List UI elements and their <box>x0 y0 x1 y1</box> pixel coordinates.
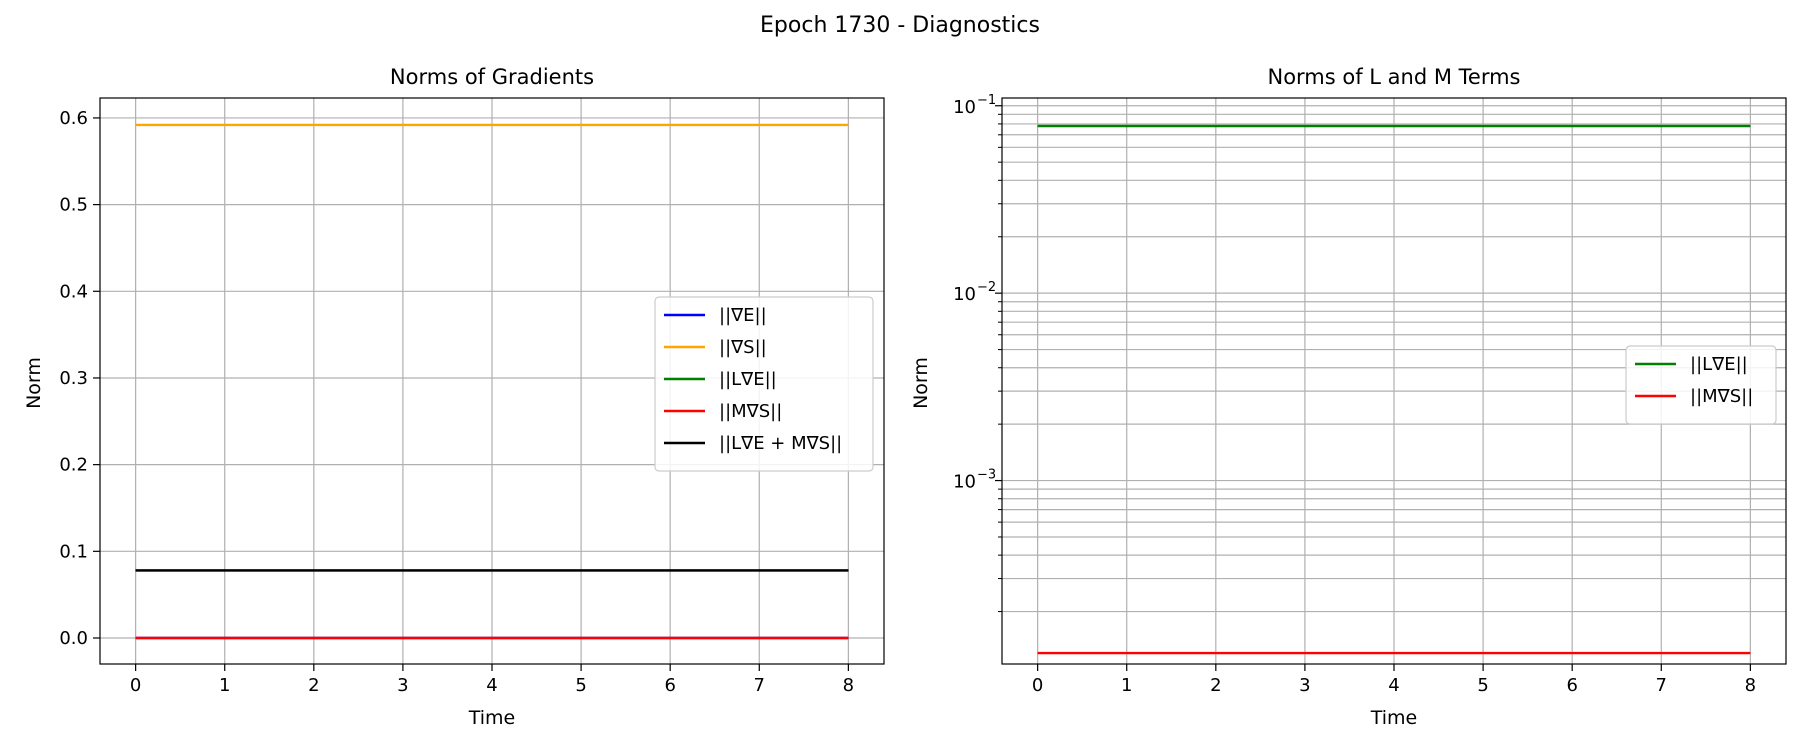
gradients-y-tick-label: 0.3 <box>59 368 88 389</box>
l-m-x-tick-label: 1 <box>1121 675 1132 696</box>
l-m-series <box>1037 124 1751 655</box>
l-m-y-tick-exponent: −3 <box>977 468 996 483</box>
l-m-y-tick-label: 10 <box>953 97 976 118</box>
gradients-x-tick-label: 1 <box>219 675 230 696</box>
l-m-x-tick-label: 5 <box>1477 675 1488 696</box>
l-m-x-tick-label: 2 <box>1210 675 1221 696</box>
gradients-y-tick-label: 0.5 <box>59 195 88 216</box>
l-m-y-tick-exponent: −1 <box>977 93 996 108</box>
gradients-x-tick-label: 2 <box>308 675 319 696</box>
gradients-x-tick-label: 8 <box>843 675 854 696</box>
gradients-legend-label: ||∇S|| <box>719 337 767 358</box>
l-m-x-tick-label: 6 <box>1566 675 1577 696</box>
l-m-legend-label: ||L∇E|| <box>1690 354 1748 375</box>
l-m-y-tick-label: 10 <box>953 472 976 493</box>
figure-title: Epoch 1730 - Diagnostics <box>760 13 1040 38</box>
gradients-x-tick-label: 0 <box>130 675 141 696</box>
gradients-ticks: 0 1 2 3 4 5 6 7 8 0.0 0.1 0.2 0.3 0.4 0.5 0.6 <box>59 108 854 696</box>
gradients-x-tick-label: 7 <box>754 675 765 696</box>
gradients-x-axis-label: Time <box>468 707 516 729</box>
l-m-x-axis-label: Time <box>1370 707 1418 729</box>
l-m-y-tick-exponent: −2 <box>977 280 996 295</box>
gradients-y-tick-label: 0.1 <box>59 541 88 562</box>
l-m-y-tick-label: 10 <box>953 284 976 305</box>
l-m-legend-box <box>1625 345 1777 425</box>
gradients-y-axis-label: Norm <box>23 357 45 409</box>
l-m-x-tick-label: 0 <box>1032 675 1043 696</box>
l-m-x-tick-label: 3 <box>1299 675 1310 696</box>
l-m-y-axis-label: Norm <box>910 357 932 409</box>
l-m-grid <box>1002 98 1786 664</box>
gradients-x-tick-label: 5 <box>575 675 586 696</box>
gradients-y-tick-label: 0.2 <box>59 455 88 476</box>
gradients-legend: ||∇E|| ||∇S|| ||L∇E|| ||M∇S|| ||L∇E + M∇S|| <box>654 296 874 472</box>
gradients-norm-chart: Norms of Gradients 0 1 2 3 4 5 6 7 8 0.0 0.1 0.2 0.3… <box>23 65 885 729</box>
l-m-x-tick-label: 7 <box>1656 675 1667 696</box>
l-m-x-tick-label: 4 <box>1388 675 1399 696</box>
gradients-x-tick-label: 4 <box>486 675 497 696</box>
l-m-chart-title: Norms of L and M Terms <box>1267 65 1520 89</box>
gradients-legend-box <box>654 296 874 472</box>
gradients-y-tick-label: 0.6 <box>59 108 88 129</box>
gradients-chart-title: Norms of Gradients <box>390 65 594 89</box>
gradients-legend-label: ||∇E|| <box>719 305 767 326</box>
gradients-series <box>135 123 849 640</box>
gradients-legend-label: ||L∇E + M∇S|| <box>719 433 842 454</box>
l-m-ticks: 0 1 2 3 4 5 6 7 810−310−210−1 <box>953 93 1756 696</box>
l-m-legend: ||L∇E|| ||M∇S|| <box>1625 345 1777 425</box>
l-m-x-tick-label: 8 <box>1745 675 1756 696</box>
gradients-x-tick-label: 3 <box>397 675 408 696</box>
gradients-y-tick-label: 0.4 <box>59 281 88 302</box>
gradients-legend-label: ||M∇S|| <box>719 401 782 422</box>
gradients-y-tick-label: 0.0 <box>59 628 88 649</box>
l-m-legend-label: ||M∇S|| <box>1690 386 1753 407</box>
l-m-terms-norm-chart: Norms of L and M Terms 0 1 2 3 4 5 6 7 810−310−2… <box>910 65 1787 729</box>
gradients-x-tick-label: 6 <box>664 675 675 696</box>
gradients-legend-label: ||L∇E|| <box>719 369 777 390</box>
